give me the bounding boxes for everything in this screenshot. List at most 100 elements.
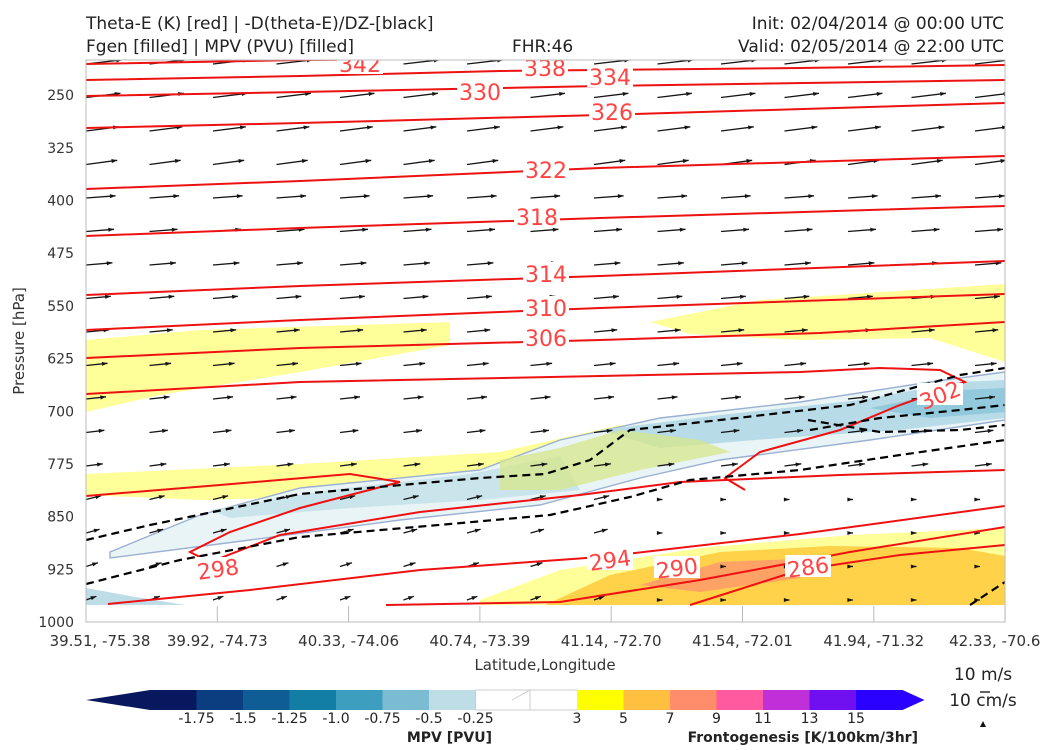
wind-vector-head xyxy=(910,597,917,603)
wind-vector-head xyxy=(419,361,426,366)
wind-vector-head xyxy=(806,227,813,232)
wind-vector-head xyxy=(603,495,610,500)
wind-vector-head xyxy=(95,495,102,500)
wind-vector-head xyxy=(543,428,549,434)
wind-vector-head xyxy=(412,495,419,500)
wind-vector-head xyxy=(847,597,853,603)
wind-vector-head xyxy=(927,361,934,366)
wind-vector-head xyxy=(225,428,232,434)
x-axis-label: Latitude,Longitude xyxy=(474,656,615,674)
wind-vector-head xyxy=(974,497,980,502)
y-tick-label: 400 xyxy=(47,194,74,210)
contour-label-bg xyxy=(522,60,568,78)
wind-vector-head xyxy=(614,261,621,266)
wind-vector-head xyxy=(96,462,103,467)
wind-vector-head xyxy=(538,528,545,533)
y-tick-label: 250 xyxy=(47,88,74,104)
instability-contours xyxy=(86,366,1005,606)
wind-vector-head xyxy=(346,562,352,567)
theta-e-contour-line xyxy=(86,205,1005,237)
wind-vector-head xyxy=(295,294,302,299)
reference-vector-horizontal-label: 10 m/s xyxy=(954,665,1012,685)
wind-vector-head xyxy=(282,562,289,567)
wind-vector-head xyxy=(874,125,881,130)
wind-vector-head xyxy=(1001,125,1005,130)
x-tick-label: 41.14, -72.70 xyxy=(561,632,662,650)
wind-vector-shaft xyxy=(276,92,311,99)
wind-vector-head xyxy=(554,194,561,199)
wind-vector-head xyxy=(162,428,168,434)
theta-e-contour-label: 310 xyxy=(525,297,567,322)
wind-vector-head xyxy=(484,328,491,333)
wind-vector-head xyxy=(486,294,492,299)
axes: 250 325 400 475 550 625 700 775 850 925 100039.51,… xyxy=(10,59,1040,674)
fgen-colorbar-tick: 5 xyxy=(619,711,628,727)
wind-vector-head xyxy=(350,462,357,467)
wind-vector-head xyxy=(671,395,678,400)
valid-time: Valid: 02/05/2014 @ 22:00 UTC xyxy=(738,37,1004,57)
wind-vector-head xyxy=(747,125,754,130)
wind-vector-head xyxy=(425,227,432,232)
mpv-colorbar-segment xyxy=(289,690,337,710)
wind-vector-head xyxy=(751,60,757,63)
wind-vector-head xyxy=(359,294,365,299)
x-tick-label: 40.74, -73.39 xyxy=(429,632,530,650)
wind-vector-head xyxy=(681,194,688,199)
contour-label-bg xyxy=(589,100,635,122)
wind-vector-head xyxy=(305,91,311,97)
wind-vector-head xyxy=(783,497,790,502)
wind-vector-head xyxy=(552,227,559,232)
wind-vector-head xyxy=(676,294,683,299)
wind-vector-head xyxy=(619,159,626,164)
wind-vector-head xyxy=(990,361,997,366)
wind-vector-head xyxy=(862,395,868,400)
wind-vector-head xyxy=(616,227,622,232)
wind-vector-head xyxy=(673,361,680,366)
theta-e-contour-label: 286 xyxy=(786,553,831,584)
contour-label-bg xyxy=(917,383,963,405)
wind-vector-head xyxy=(492,159,499,164)
wind-vector-head xyxy=(430,125,437,130)
contour-label-bg xyxy=(195,557,241,579)
mpv-colorbar-segment xyxy=(382,690,430,710)
y-tick-label: 325 xyxy=(47,141,74,157)
wind-vector-head xyxy=(155,562,162,567)
wind-vector-head xyxy=(858,462,865,467)
wind-vector-head xyxy=(344,596,351,601)
wind-vector-shaft xyxy=(974,93,1005,99)
theta-e-contour-label: 318 xyxy=(516,206,558,231)
wind-vector-head xyxy=(407,596,414,601)
mpv-colorbar-title: MPV [PVU] xyxy=(407,730,492,746)
wind-vector-head xyxy=(417,395,424,400)
wind-vector-head xyxy=(416,428,422,434)
wind-vector-head xyxy=(232,294,238,299)
wind-vector-head xyxy=(910,497,917,502)
theta-e-contour-label: 306 xyxy=(525,327,567,352)
wind-vector-head xyxy=(624,60,630,63)
wind-vector-head xyxy=(166,328,173,333)
reference-vector-vertical-label: 10 cm/s xyxy=(949,691,1017,711)
wind-vector-head xyxy=(795,462,802,467)
theta-e-contour-line xyxy=(107,505,1005,605)
contour-label-bg xyxy=(587,548,633,570)
wind-vector-head xyxy=(928,328,935,333)
fgen-colorbar-tick: 15 xyxy=(847,711,865,727)
wind-vector-head xyxy=(686,91,692,97)
theta-e-contour-line xyxy=(86,293,1005,331)
y-tick-label: 625 xyxy=(47,352,74,368)
wind-vector-head xyxy=(432,91,438,97)
wind-vector-head xyxy=(352,428,359,434)
theta-e-contour-line xyxy=(86,321,1005,359)
x-tick-label: 39.92, -74.73 xyxy=(167,632,268,650)
wind-vector-head xyxy=(165,361,172,366)
contour-label-bg xyxy=(337,60,383,74)
wind-vector-head xyxy=(300,194,307,199)
y-tick-label: 475 xyxy=(47,246,74,262)
wind-vector-head xyxy=(217,596,224,601)
contour-label-bg xyxy=(785,555,831,577)
contour-label-bg xyxy=(523,326,569,348)
fgen-area-midlevel-east xyxy=(650,284,1005,362)
x-tick-label: 41.94, -71.32 xyxy=(823,632,924,650)
wind-vector-head xyxy=(101,361,108,366)
